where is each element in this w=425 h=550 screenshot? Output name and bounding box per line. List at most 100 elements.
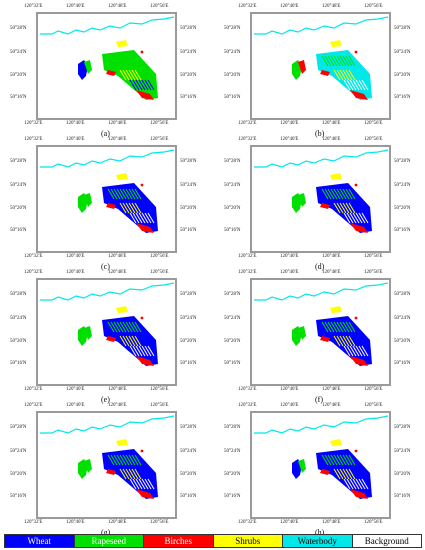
panel-label: (e) bbox=[101, 395, 110, 404]
field-shrubs bbox=[330, 173, 342, 180]
legend-wheat: Wheat bbox=[5, 535, 75, 547]
panel-label: (c) bbox=[101, 262, 110, 271]
field-birches-2 bbox=[106, 70, 116, 76]
panel-label: (f) bbox=[315, 395, 323, 404]
stripe-rapeseed bbox=[116, 321, 124, 333]
top-longitude-tick: 120°48'E bbox=[108, 4, 127, 9]
top-longitude-tick: 120°32'E bbox=[238, 137, 257, 142]
stripe-rapeseed bbox=[122, 321, 130, 333]
stripe-shrubs bbox=[131, 202, 139, 214]
river-line bbox=[254, 16, 389, 35]
field-left-2 bbox=[84, 60, 92, 74]
stripe-shrubs bbox=[128, 335, 136, 347]
stripe-shrubs bbox=[339, 335, 347, 347]
stripe-rapeseed bbox=[333, 55, 341, 67]
stripe-shrubs bbox=[125, 69, 133, 81]
stripe-mixed bbox=[352, 79, 360, 91]
top-longitude-tick: 120°56'E bbox=[364, 270, 383, 275]
left-latitude-tick: 50°28'N bbox=[224, 425, 241, 430]
field-left-2 bbox=[298, 193, 306, 207]
bottom-longitude-tick: 120°32'E bbox=[238, 254, 257, 259]
map-panel: 120°32'E 120°40'E 120°48'E 120°56'E 120°32'E… bbox=[2, 402, 208, 537]
stripe-shrubs bbox=[131, 69, 139, 81]
stripe-shrubs bbox=[128, 202, 136, 214]
stripe-mixed bbox=[346, 79, 354, 91]
left-latitude-tick: 50°16'N bbox=[10, 361, 27, 366]
right-latitude-tick: 50°16'N bbox=[180, 228, 197, 233]
top-longitude-tick: 120°40'E bbox=[280, 137, 299, 142]
stripe-shrubs bbox=[342, 335, 350, 347]
stripe-shrubs bbox=[122, 335, 130, 347]
field-birches bbox=[136, 356, 154, 366]
classification-map bbox=[40, 16, 175, 100]
bottom-longitude-tick: 120°32'E bbox=[238, 387, 257, 392]
stripe-rapeseed bbox=[125, 188, 133, 200]
stripe-shrubs bbox=[122, 468, 130, 480]
stripe-rapeseed bbox=[122, 55, 130, 67]
stripe-rapeseed bbox=[321, 188, 329, 200]
stripe-rapeseed bbox=[330, 188, 338, 200]
stripe-mixed bbox=[135, 345, 143, 357]
stripe-rapeseed bbox=[119, 55, 127, 67]
right-latitude-tick: 50°28'N bbox=[180, 425, 197, 430]
stripe-rapeseed bbox=[327, 454, 335, 466]
river-line bbox=[254, 149, 389, 168]
classification-map bbox=[254, 282, 389, 366]
map-panel: 120°32'E 120°40'E 120°48'E 120°56'E 120°32'E… bbox=[2, 136, 208, 271]
stripe-rapeseed bbox=[107, 454, 115, 466]
left-latitude-tick: 50°28'N bbox=[10, 292, 27, 297]
stripe-mixed bbox=[144, 79, 152, 91]
stripe-mixed bbox=[349, 478, 357, 490]
stripe-rapeseed bbox=[128, 454, 136, 466]
top-longitude-tick: 120°40'E bbox=[280, 403, 299, 408]
stripe-mixed bbox=[355, 345, 363, 357]
top-longitude-tick: 120°48'E bbox=[108, 137, 127, 142]
top-longitude-tick: 120°32'E bbox=[238, 270, 257, 275]
stripe-mixed bbox=[141, 79, 149, 91]
right-latitude-tick: 50°28'N bbox=[394, 292, 411, 297]
stripe-mixed bbox=[361, 478, 369, 490]
left-latitude-tick: 50°28'N bbox=[10, 425, 27, 430]
field-birches bbox=[136, 223, 154, 233]
dot-birch bbox=[354, 50, 358, 54]
stripe-shrubs bbox=[342, 468, 350, 480]
field-shrubs bbox=[116, 306, 128, 313]
stripe-mixed bbox=[346, 478, 354, 490]
bottom-longitude-tick: 120°40'E bbox=[66, 121, 85, 126]
top-longitude-tick: 120°56'E bbox=[364, 137, 383, 142]
bottom-longitude-tick: 120°56'E bbox=[150, 121, 169, 126]
stripe-mixed bbox=[346, 212, 354, 224]
right-latitude-tick: 50°24'N bbox=[180, 316, 197, 321]
stripe-rapeseed bbox=[333, 188, 341, 200]
stripe-mixed bbox=[346, 345, 354, 357]
stripe-rapeseed bbox=[342, 454, 350, 466]
stripe-shrubs bbox=[348, 468, 356, 480]
stripe-shrubs bbox=[345, 335, 353, 347]
right-latitude-tick: 50°16'N bbox=[394, 95, 411, 100]
stripe-rapeseed bbox=[333, 321, 341, 333]
map-frame bbox=[36, 411, 177, 519]
stripe-rapeseed bbox=[324, 55, 332, 67]
stripe-shrubs bbox=[125, 335, 133, 347]
stripe-shrubs bbox=[125, 202, 133, 214]
left-latitude-tick: 50°16'N bbox=[224, 95, 241, 100]
legend-rapeseed: Rapeseed bbox=[74, 535, 144, 547]
stripe-rapeseed bbox=[324, 188, 332, 200]
right-latitude-tick: 50°28'N bbox=[180, 292, 197, 297]
stripe-rapeseed bbox=[339, 454, 347, 466]
stripe-mixed bbox=[144, 478, 152, 490]
legend-birches: Birches bbox=[144, 535, 214, 547]
stripe-mixed bbox=[144, 345, 152, 357]
dot-birch bbox=[354, 183, 358, 187]
bottom-longitude-tick: 120°32'E bbox=[24, 387, 43, 392]
top-longitude-tick: 120°56'E bbox=[150, 4, 169, 9]
stripe-mixed bbox=[135, 79, 143, 91]
bottom-longitude-tick: 120°48'E bbox=[322, 254, 341, 259]
stripe-mixed bbox=[352, 345, 360, 357]
dot-birch bbox=[140, 449, 144, 453]
right-latitude-tick: 50°20'N bbox=[394, 339, 411, 344]
right-latitude-tick: 50°20'N bbox=[394, 472, 411, 477]
top-longitude-tick: 120°56'E bbox=[364, 4, 383, 9]
stripe-shrubs bbox=[122, 202, 130, 214]
left-latitude-tick: 50°24'N bbox=[10, 50, 27, 55]
